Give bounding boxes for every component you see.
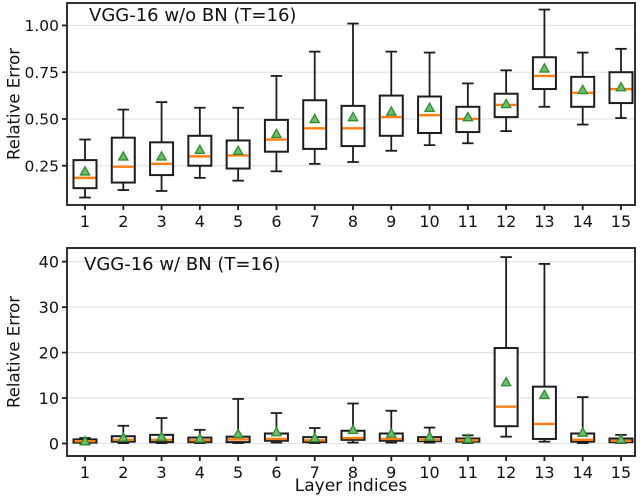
top-chart-ylabel: Relative Error [4,47,24,161]
top-xtick-label: 15 [611,212,631,231]
bottom-xtick-label: 3 [156,463,166,482]
bottom-xtick-label: 6 [271,463,281,482]
bottom-ytick-label: 30 [39,298,59,317]
top-ytick-label: 1.00 [24,17,59,35]
top-xtick-label: 2 [118,212,128,231]
top-ytick-label: 0.75 [24,64,59,82]
bottom-xtick-label: 13 [534,463,554,482]
bottom-xtick-label: 7 [310,463,320,482]
top-xtick-label: 6 [271,212,281,231]
bottom-xtick-label: 5 [233,463,243,482]
top-chart-title: VGG-16 w/o BN (T=16) [89,5,297,26]
top-xtick-label: 12 [496,212,516,231]
top-xtick-label: 3 [156,212,166,231]
top-ytick-label: 0.25 [24,157,59,175]
top-xtick-label: 8 [348,212,358,231]
bottom-xtick-label: 14 [573,463,593,482]
bottom-chart-ylabel: Relative Error [4,295,24,409]
top-xtick-label: 10 [419,212,439,231]
bottom-xtick-label: 4 [195,463,205,482]
top-xtick-label: 9 [386,212,396,231]
bottom-xtick-label: 10 [419,463,439,482]
x-axis-label: Layer indices [294,476,408,496]
bottom-xtick-label: 1 [80,463,90,482]
bottom-xtick-label: 2 [118,463,128,482]
top-ytick-label: 0.50 [24,111,59,129]
top-xtick-label: 14 [573,212,593,231]
bottom-ytick-label: 40 [39,252,59,271]
bottom-ytick-label: 10 [39,389,59,408]
top-xtick-label: 11 [458,212,478,231]
bottom-chart-title: VGG-16 w/ BN (T=16) [84,254,281,275]
bottom-xtick-label: 8 [348,463,358,482]
bottom-ytick-label: 0 [49,434,59,453]
top-xtick-label: 5 [233,212,243,231]
bottom-xtick-label: 12 [496,463,516,482]
top-xtick-label: 7 [310,212,320,231]
top-xtick-label: 13 [534,212,554,231]
bottom-ytick-label: 20 [39,343,59,362]
bottom-xtick-label: 15 [611,463,631,482]
bottom-xtick-label: 11 [458,463,478,482]
top-xtick-label: 1 [80,212,90,231]
bottom-xtick-label: 9 [386,463,396,482]
top-xtick-label: 4 [195,212,205,231]
